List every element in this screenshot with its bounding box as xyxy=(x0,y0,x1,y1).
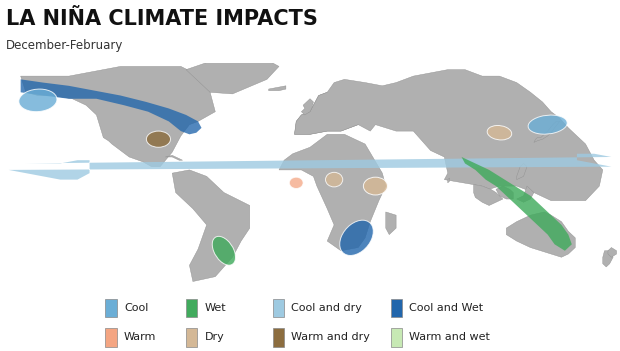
Text: Wet: Wet xyxy=(205,303,226,313)
Bar xyxy=(391,299,402,317)
Ellipse shape xyxy=(528,115,567,134)
Bar xyxy=(105,328,117,347)
Bar xyxy=(273,328,284,347)
Bar xyxy=(391,328,402,347)
Text: LA NIÑA CLIMATE IMPACTS: LA NIÑA CLIMATE IMPACTS xyxy=(6,9,318,29)
Polygon shape xyxy=(20,66,215,167)
Polygon shape xyxy=(268,86,286,91)
Polygon shape xyxy=(172,170,250,282)
Bar xyxy=(186,328,197,347)
Ellipse shape xyxy=(290,177,303,188)
Polygon shape xyxy=(386,212,396,234)
Polygon shape xyxy=(20,79,202,134)
Polygon shape xyxy=(166,155,182,160)
Text: Cool and Wet: Cool and Wet xyxy=(409,303,484,313)
Ellipse shape xyxy=(326,172,343,187)
Polygon shape xyxy=(603,251,613,267)
Text: Warm and wet: Warm and wet xyxy=(409,332,490,343)
Polygon shape xyxy=(294,92,365,134)
Polygon shape xyxy=(474,185,503,205)
Ellipse shape xyxy=(19,89,57,112)
Text: Cool and dry: Cool and dry xyxy=(291,303,362,313)
Polygon shape xyxy=(448,178,450,183)
Ellipse shape xyxy=(363,177,388,195)
Text: December-February: December-February xyxy=(6,39,123,52)
Polygon shape xyxy=(608,247,616,257)
Ellipse shape xyxy=(146,131,170,147)
Text: Dry: Dry xyxy=(205,332,224,343)
Polygon shape xyxy=(461,157,572,251)
Text: Cool: Cool xyxy=(124,303,148,313)
Ellipse shape xyxy=(340,220,373,256)
Polygon shape xyxy=(294,69,603,201)
Polygon shape xyxy=(516,186,534,202)
Polygon shape xyxy=(279,134,386,251)
Polygon shape xyxy=(516,164,527,180)
Polygon shape xyxy=(9,154,611,180)
Ellipse shape xyxy=(212,236,236,265)
Polygon shape xyxy=(507,212,575,257)
Bar xyxy=(273,299,284,317)
Text: Warm and dry: Warm and dry xyxy=(291,332,370,343)
Polygon shape xyxy=(534,121,560,143)
Polygon shape xyxy=(496,186,513,199)
Bar xyxy=(186,299,197,317)
Text: Warm: Warm xyxy=(124,332,156,343)
Polygon shape xyxy=(301,99,314,115)
Ellipse shape xyxy=(487,126,511,140)
Polygon shape xyxy=(186,57,279,94)
Bar xyxy=(105,299,117,317)
